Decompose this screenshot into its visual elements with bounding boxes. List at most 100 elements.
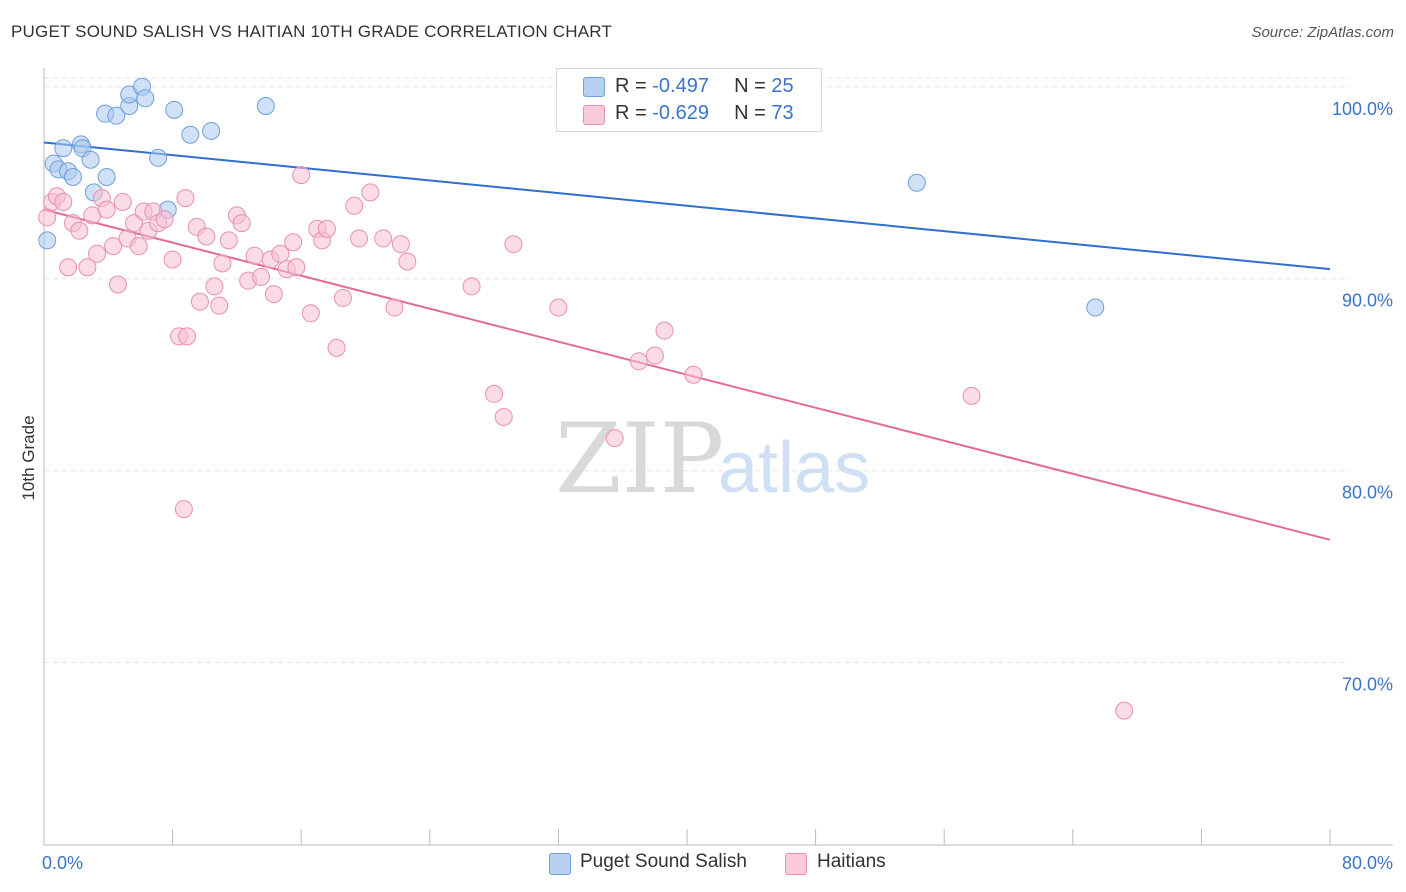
legend-row-haitians: R = -0.629 N = 73 xyxy=(615,102,794,125)
haitian-point xyxy=(129,237,148,256)
r-label: R = xyxy=(615,75,653,97)
watermark-atlas: atlas xyxy=(718,428,870,508)
haitian-point xyxy=(284,233,303,252)
legend-swatch-puget-sound-salish-bottom xyxy=(549,853,571,875)
haitian-point xyxy=(549,298,568,317)
haitian-point xyxy=(125,214,144,233)
legend-swatch-puget-sound-salish xyxy=(583,77,605,97)
puget-sound-salish-trend-line xyxy=(43,141,1331,271)
y-tick-label: 70.0% xyxy=(1342,675,1393,695)
haitian-point xyxy=(629,352,648,371)
haitian-point xyxy=(374,229,393,248)
haitian-point xyxy=(178,327,197,346)
haitian-point xyxy=(210,296,229,315)
haitian-point xyxy=(287,258,306,277)
haitian-point xyxy=(113,192,132,211)
haitian-point xyxy=(504,235,523,254)
haitian-point xyxy=(655,321,674,340)
puget-sound-salish-point xyxy=(181,125,200,144)
puget-sound-salish-point xyxy=(81,150,100,169)
puget-sound-salish-point xyxy=(136,89,155,108)
haitian-point xyxy=(317,219,336,238)
haitian-point xyxy=(245,246,264,265)
source-label: Source: ZipAtlas.com xyxy=(1251,24,1394,41)
haitian-point xyxy=(462,277,481,296)
y-tick-label: 90.0% xyxy=(1342,291,1393,311)
haitian-point xyxy=(333,288,352,307)
haitian-point xyxy=(176,189,195,208)
puget-sound-salish-point xyxy=(1086,298,1105,317)
r-value: -0.497 xyxy=(652,75,709,97)
haitian-point xyxy=(174,500,193,519)
axes xyxy=(43,68,1393,846)
haitian-point xyxy=(361,183,380,202)
haitian-point xyxy=(108,275,127,294)
puget-sound-salish-point xyxy=(107,106,126,125)
legend-label-puget-sound-salish: Puget Sound Salish xyxy=(580,851,747,872)
legend-swatch-haitians xyxy=(583,105,605,125)
haitian-point xyxy=(494,407,513,426)
y-tick-label: 80.0% xyxy=(1342,483,1393,503)
n-value: 25 xyxy=(771,75,794,97)
haitian-point xyxy=(219,231,238,250)
puget-sound-salish-point xyxy=(149,148,168,167)
haitian-point xyxy=(391,235,410,254)
haitian-point xyxy=(645,346,664,365)
haitian-point xyxy=(252,267,271,286)
puget-sound-salish-point xyxy=(256,96,275,115)
haitian-point xyxy=(78,258,97,277)
n-label: N = xyxy=(734,102,772,124)
haitian-point xyxy=(213,254,232,273)
puget-sound-salish-point xyxy=(63,168,82,187)
legend-label-haitians: Haitians xyxy=(817,851,886,872)
data-points xyxy=(38,77,1134,720)
haitian-point xyxy=(292,166,311,185)
puget-sound-salish-point xyxy=(165,100,184,119)
haitian-point xyxy=(345,196,364,215)
haitian-point xyxy=(264,285,283,304)
tick-labels: 100.0% 90.0% 80.0% 70.0% 0.0% 80.0% xyxy=(42,99,1393,873)
watermark-zip: ZIP xyxy=(555,403,724,515)
puget-sound-salish-point xyxy=(202,121,221,140)
haitian-point xyxy=(54,192,73,211)
haitian-point xyxy=(301,304,320,323)
puget-sound-salish-point xyxy=(97,168,116,187)
haitian-point xyxy=(1115,701,1134,720)
x-tick-label: 80.0% xyxy=(1342,853,1393,873)
haitian-point xyxy=(104,237,123,256)
haitian-point xyxy=(605,429,624,448)
n-label: N = xyxy=(734,75,772,97)
haitian-point xyxy=(163,250,182,269)
haitian-point xyxy=(88,244,107,263)
haitian-point xyxy=(485,384,504,403)
haitian-point xyxy=(97,200,116,219)
stats-legend: R = -0.497 N = 25 R = -0.629 N = 73 xyxy=(556,68,822,132)
haitian-point xyxy=(205,277,224,296)
puget-sound-salish-point xyxy=(907,173,926,192)
legend-swatch-haitians-bottom xyxy=(785,853,807,875)
haitian-point xyxy=(327,338,346,357)
puget-sound-salish-point xyxy=(54,139,73,158)
y-tick-label: 100.0% xyxy=(1332,99,1393,119)
haitian-point xyxy=(59,258,78,277)
n-value: 73 xyxy=(771,102,794,124)
haitian-point xyxy=(38,208,57,227)
puget-sound-salish-point xyxy=(38,231,57,250)
haitian-point xyxy=(350,229,369,248)
haitian-point xyxy=(155,210,174,229)
chart-title: PUGET SOUND SALISH VS HAITIAN 10TH GRADE… xyxy=(11,22,613,41)
haitian-point xyxy=(70,221,89,240)
haitian-point xyxy=(190,292,209,311)
haitian-point xyxy=(197,227,216,246)
haitian-point xyxy=(398,252,417,271)
r-label: R = xyxy=(615,102,653,124)
haitian-point xyxy=(232,214,251,233)
legend-row-puget-sound-salish: R = -0.497 N = 25 xyxy=(615,75,794,98)
x-tick-label: 0.0% xyxy=(42,853,83,873)
y-axis-label: 10th Grade xyxy=(19,415,38,500)
r-value: -0.629 xyxy=(652,102,709,124)
haitian-point xyxy=(962,386,981,405)
haitian-point xyxy=(684,365,703,384)
haitian-point xyxy=(385,298,404,317)
